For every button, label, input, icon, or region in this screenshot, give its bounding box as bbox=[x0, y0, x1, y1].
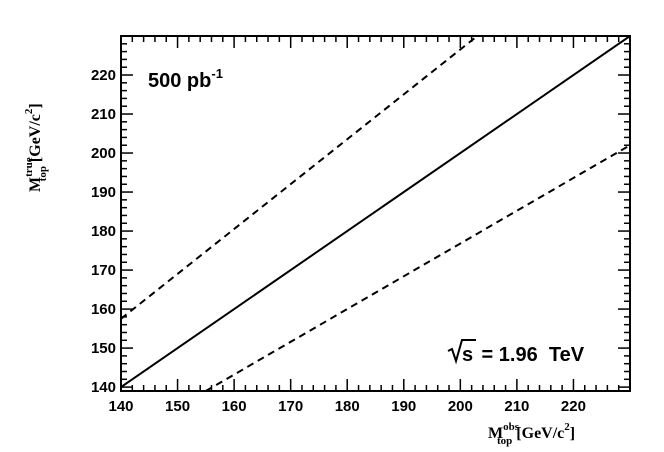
x-tick-label: 150 bbox=[165, 398, 190, 415]
dashed-band-line-2 bbox=[205, 144, 630, 391]
y-tick-label: 170 bbox=[91, 262, 116, 279]
energy-label: s = 1.96 TeV bbox=[447, 339, 585, 366]
y-tick-label: 220 bbox=[91, 67, 116, 84]
x-tick-label: 200 bbox=[448, 398, 473, 415]
y-axis-ticks: 140 150 160 170 180 190 200 210 220 bbox=[91, 35, 630, 396]
y-tick-label: 210 bbox=[91, 106, 116, 123]
y-axis-label: Mtrue top[GeV/c2] bbox=[23, 103, 49, 192]
x-axis-label: Mobs top [GeV/c2] bbox=[488, 421, 575, 447]
plot-frame bbox=[120, 35, 631, 392]
y-tick-label: 160 bbox=[91, 301, 116, 318]
luminosity-exponent: -1 bbox=[211, 66, 223, 81]
x-tick-label: 160 bbox=[222, 398, 247, 415]
x-tick-label: 180 bbox=[335, 398, 360, 415]
y-tick-label: 150 bbox=[91, 340, 116, 357]
sqrt-sign bbox=[447, 339, 476, 365]
x-tick-label: 210 bbox=[504, 398, 529, 415]
luminosity-label: 500 pb-1 bbox=[148, 66, 223, 92]
energy-s: s bbox=[462, 344, 473, 366]
y-tick-label: 180 bbox=[91, 223, 116, 240]
x-tick-label: 190 bbox=[391, 398, 416, 415]
plot-marks bbox=[121, 36, 630, 391]
y-tick-label: 140 bbox=[91, 379, 116, 396]
x-tick-label: 140 bbox=[108, 398, 133, 415]
energy-value: = 1.96 TeV bbox=[476, 344, 585, 366]
x-tick-label: 220 bbox=[561, 398, 586, 415]
y-tick-label: 190 bbox=[91, 184, 116, 201]
y-tick-label: 200 bbox=[91, 145, 116, 162]
x-axis-ticks: 140 150 160 170 180 190 200 210 220 bbox=[108, 36, 631, 415]
central-line bbox=[121, 36, 630, 388]
x-tick-label: 170 bbox=[278, 398, 303, 415]
dashed-band-line-1 bbox=[121, 36, 478, 320]
